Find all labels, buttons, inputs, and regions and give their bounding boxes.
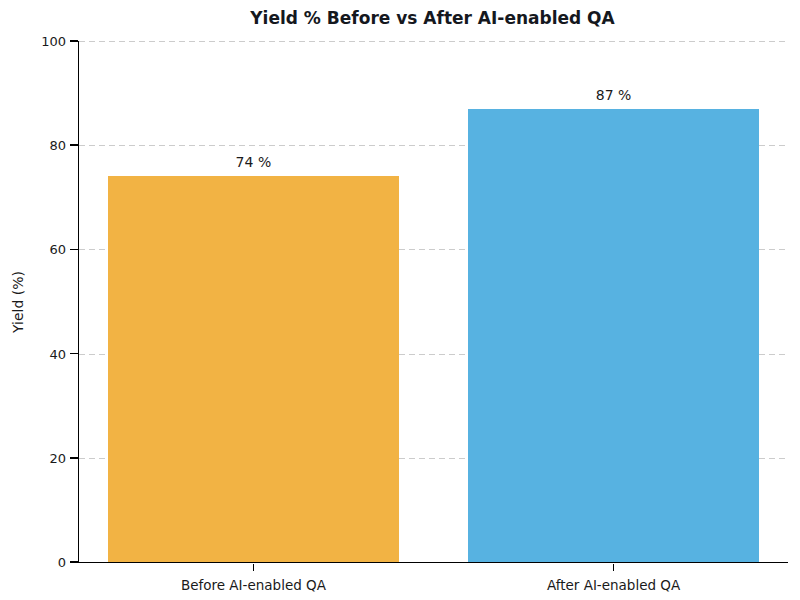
y-tick-label: 80 <box>49 138 66 153</box>
bar-chart-figure: Yield % Before vs After AI-enabled QA Yi… <box>0 0 800 600</box>
y-tick-mark-80 <box>70 144 78 146</box>
y-axis-label: Yield (%) <box>10 232 26 372</box>
bar-after-ai-enabled-qa <box>468 109 759 562</box>
y-tick-label: 100 <box>41 34 66 49</box>
gridline-100 <box>79 41 788 42</box>
bar-value-label: 87 % <box>596 87 632 103</box>
y-tick-mark-0 <box>70 561 78 563</box>
y-tick-mark-100 <box>70 40 78 42</box>
y-tick-label: 60 <box>49 242 66 257</box>
y-tick-label: 40 <box>49 346 66 361</box>
y-tick-mark-40 <box>70 353 78 355</box>
x-tick-label: Before AI-enabled QA <box>181 577 326 593</box>
plot-area: 02040608010074 %Before AI-enabled QA87 %… <box>78 41 788 563</box>
y-tick-label: 20 <box>49 450 66 465</box>
chart-title: Yield % Before vs After AI-enabled QA <box>78 8 787 28</box>
y-tick-mark-20 <box>70 457 78 459</box>
x-tick-mark <box>613 564 615 571</box>
y-tick-label: 0 <box>58 555 66 570</box>
x-tick-label: After AI-enabled QA <box>547 577 680 593</box>
bar-before-ai-enabled-qa <box>108 176 399 562</box>
bar-value-label: 74 % <box>236 154 272 170</box>
y-tick-mark-60 <box>70 249 78 251</box>
x-tick-mark <box>253 564 255 571</box>
